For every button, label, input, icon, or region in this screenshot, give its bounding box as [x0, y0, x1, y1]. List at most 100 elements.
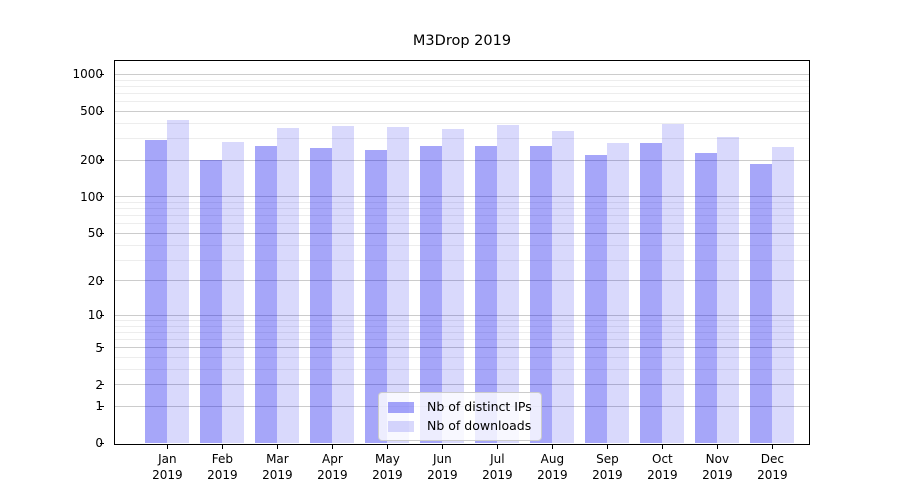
x-tick-label: Aug 2019 — [524, 452, 580, 483]
legend-swatch-downloads — [388, 420, 414, 432]
bar-distinct-ips — [695, 152, 717, 443]
bar-distinct-ips — [255, 146, 277, 443]
x-tick-label: Jun 2019 — [414, 452, 470, 483]
grid-line-minor — [115, 202, 809, 203]
y-tick-mark — [99, 384, 104, 386]
y-tick-label: 20 — [87, 273, 103, 288]
bar-downloads — [222, 142, 244, 443]
y-tick-mark — [99, 405, 104, 408]
bar-distinct-ips — [530, 146, 552, 443]
bar-distinct-ips — [310, 147, 332, 443]
grid-line-major — [115, 232, 809, 234]
grid-line-minor — [115, 101, 809, 103]
x-tick-mark — [496, 445, 499, 449]
x-tick-month: Nov — [705, 452, 730, 466]
x-tick-mark — [551, 445, 554, 449]
x-tick-year: 2019 — [537, 467, 568, 482]
bar-distinct-ips — [365, 150, 387, 443]
x-tick-year: 2019 — [592, 467, 623, 482]
x-tick-label: Apr 2019 — [304, 452, 360, 483]
x-tick-mark — [276, 445, 279, 449]
grid-line-minor — [115, 259, 809, 261]
grid-line-minor — [115, 368, 809, 370]
x-tick-year: 2019 — [207, 467, 238, 482]
grid-line-minor — [115, 122, 809, 124]
x-tick-label: Feb 2019 — [194, 452, 250, 483]
bar-downloads — [332, 125, 354, 443]
bar-distinct-ips — [420, 145, 442, 443]
plot-area — [114, 60, 810, 445]
y-tick-mark — [99, 442, 104, 445]
grid-line-minor — [115, 244, 809, 246]
grid-line-major — [115, 159, 809, 161]
x-tick-year: 2019 — [427, 467, 458, 482]
y-tick-mark — [99, 280, 104, 282]
x-tick-label: Sep 2019 — [579, 452, 635, 483]
grid-line-minor — [115, 223, 809, 225]
bar-distinct-ips — [475, 145, 497, 443]
x-tick-month: Aug — [540, 452, 565, 466]
grid-line-major — [115, 110, 809, 112]
chart-title: M3Drop 2019 — [412, 33, 512, 49]
x-tick-year: 2019 — [372, 467, 403, 482]
y-tick-label: 2 — [95, 377, 103, 392]
x-tick-month: Jan — [158, 452, 177, 466]
legend: Nb of distinct IPs Nb of downloads — [378, 392, 542, 441]
x-tick-label: Jul 2019 — [469, 452, 525, 483]
x-tick-label: Jan 2019 — [139, 452, 195, 483]
x-tick-label: May 2019 — [359, 452, 415, 483]
legend-swatch-distinct-ips — [388, 401, 414, 413]
y-tick-label: 0 — [95, 436, 103, 451]
x-tick-mark — [771, 445, 774, 449]
y-tick-label: 200 — [80, 153, 103, 168]
y-tick-label: 50 — [87, 226, 103, 241]
x-tick-mark — [716, 445, 719, 449]
x-tick-label: Nov 2019 — [689, 452, 745, 483]
x-tick-year: 2019 — [262, 467, 293, 482]
grid-line-minor — [115, 208, 809, 210]
x-tick-year: 2019 — [757, 467, 788, 482]
x-tick-month: Oct — [652, 452, 673, 466]
x-tick-mark — [331, 445, 334, 449]
grid-line-minor — [115, 331, 809, 333]
bar-distinct-ips — [750, 163, 772, 443]
x-tick-mark — [166, 445, 169, 449]
x-tick-year: 2019 — [482, 467, 513, 482]
bar-downloads — [717, 137, 739, 443]
grid-line-major — [115, 347, 809, 349]
bar-downloads — [607, 143, 629, 443]
y-tick-label: 10 — [87, 308, 103, 323]
bar-downloads — [497, 124, 519, 443]
y-tick-mark — [99, 73, 104, 75]
bar-downloads — [277, 128, 299, 443]
y-tick-mark — [99, 314, 104, 316]
bar-downloads — [552, 130, 574, 443]
bar-distinct-ips — [145, 139, 167, 443]
y-tick-mark — [99, 159, 104, 161]
grid-line-minor — [115, 325, 809, 327]
y-tick-mark — [99, 196, 104, 198]
bar-downloads — [772, 147, 794, 443]
grid-line-minor — [115, 339, 809, 340]
grid-line-major — [115, 314, 809, 316]
x-tick-year: 2019 — [702, 467, 733, 482]
x-tick-mark — [661, 445, 664, 449]
grid-line-major — [115, 73, 809, 75]
x-tick-month: Jul — [490, 452, 505, 466]
x-tick-label: Dec 2019 — [744, 452, 800, 483]
legend-entry: Nb of downloads — [388, 419, 532, 433]
grid-line-minor — [115, 357, 809, 358]
x-tick-mark — [606, 445, 609, 449]
y-tick-mark — [99, 110, 104, 112]
bar-downloads — [167, 119, 189, 443]
legend-label: Nb of downloads — [427, 418, 532, 433]
x-tick-month: Sep — [596, 452, 619, 466]
x-tick-label: Oct 2019 — [634, 452, 690, 483]
x-tick-year: 2019 — [317, 467, 348, 482]
x-tick-label: Mar 2019 — [249, 452, 305, 483]
grid-line-major — [115, 384, 809, 386]
x-tick-month: Feb — [211, 452, 234, 466]
x-tick-month: May — [374, 452, 400, 466]
bar-downloads — [442, 128, 464, 443]
grid-line-major — [115, 196, 809, 198]
